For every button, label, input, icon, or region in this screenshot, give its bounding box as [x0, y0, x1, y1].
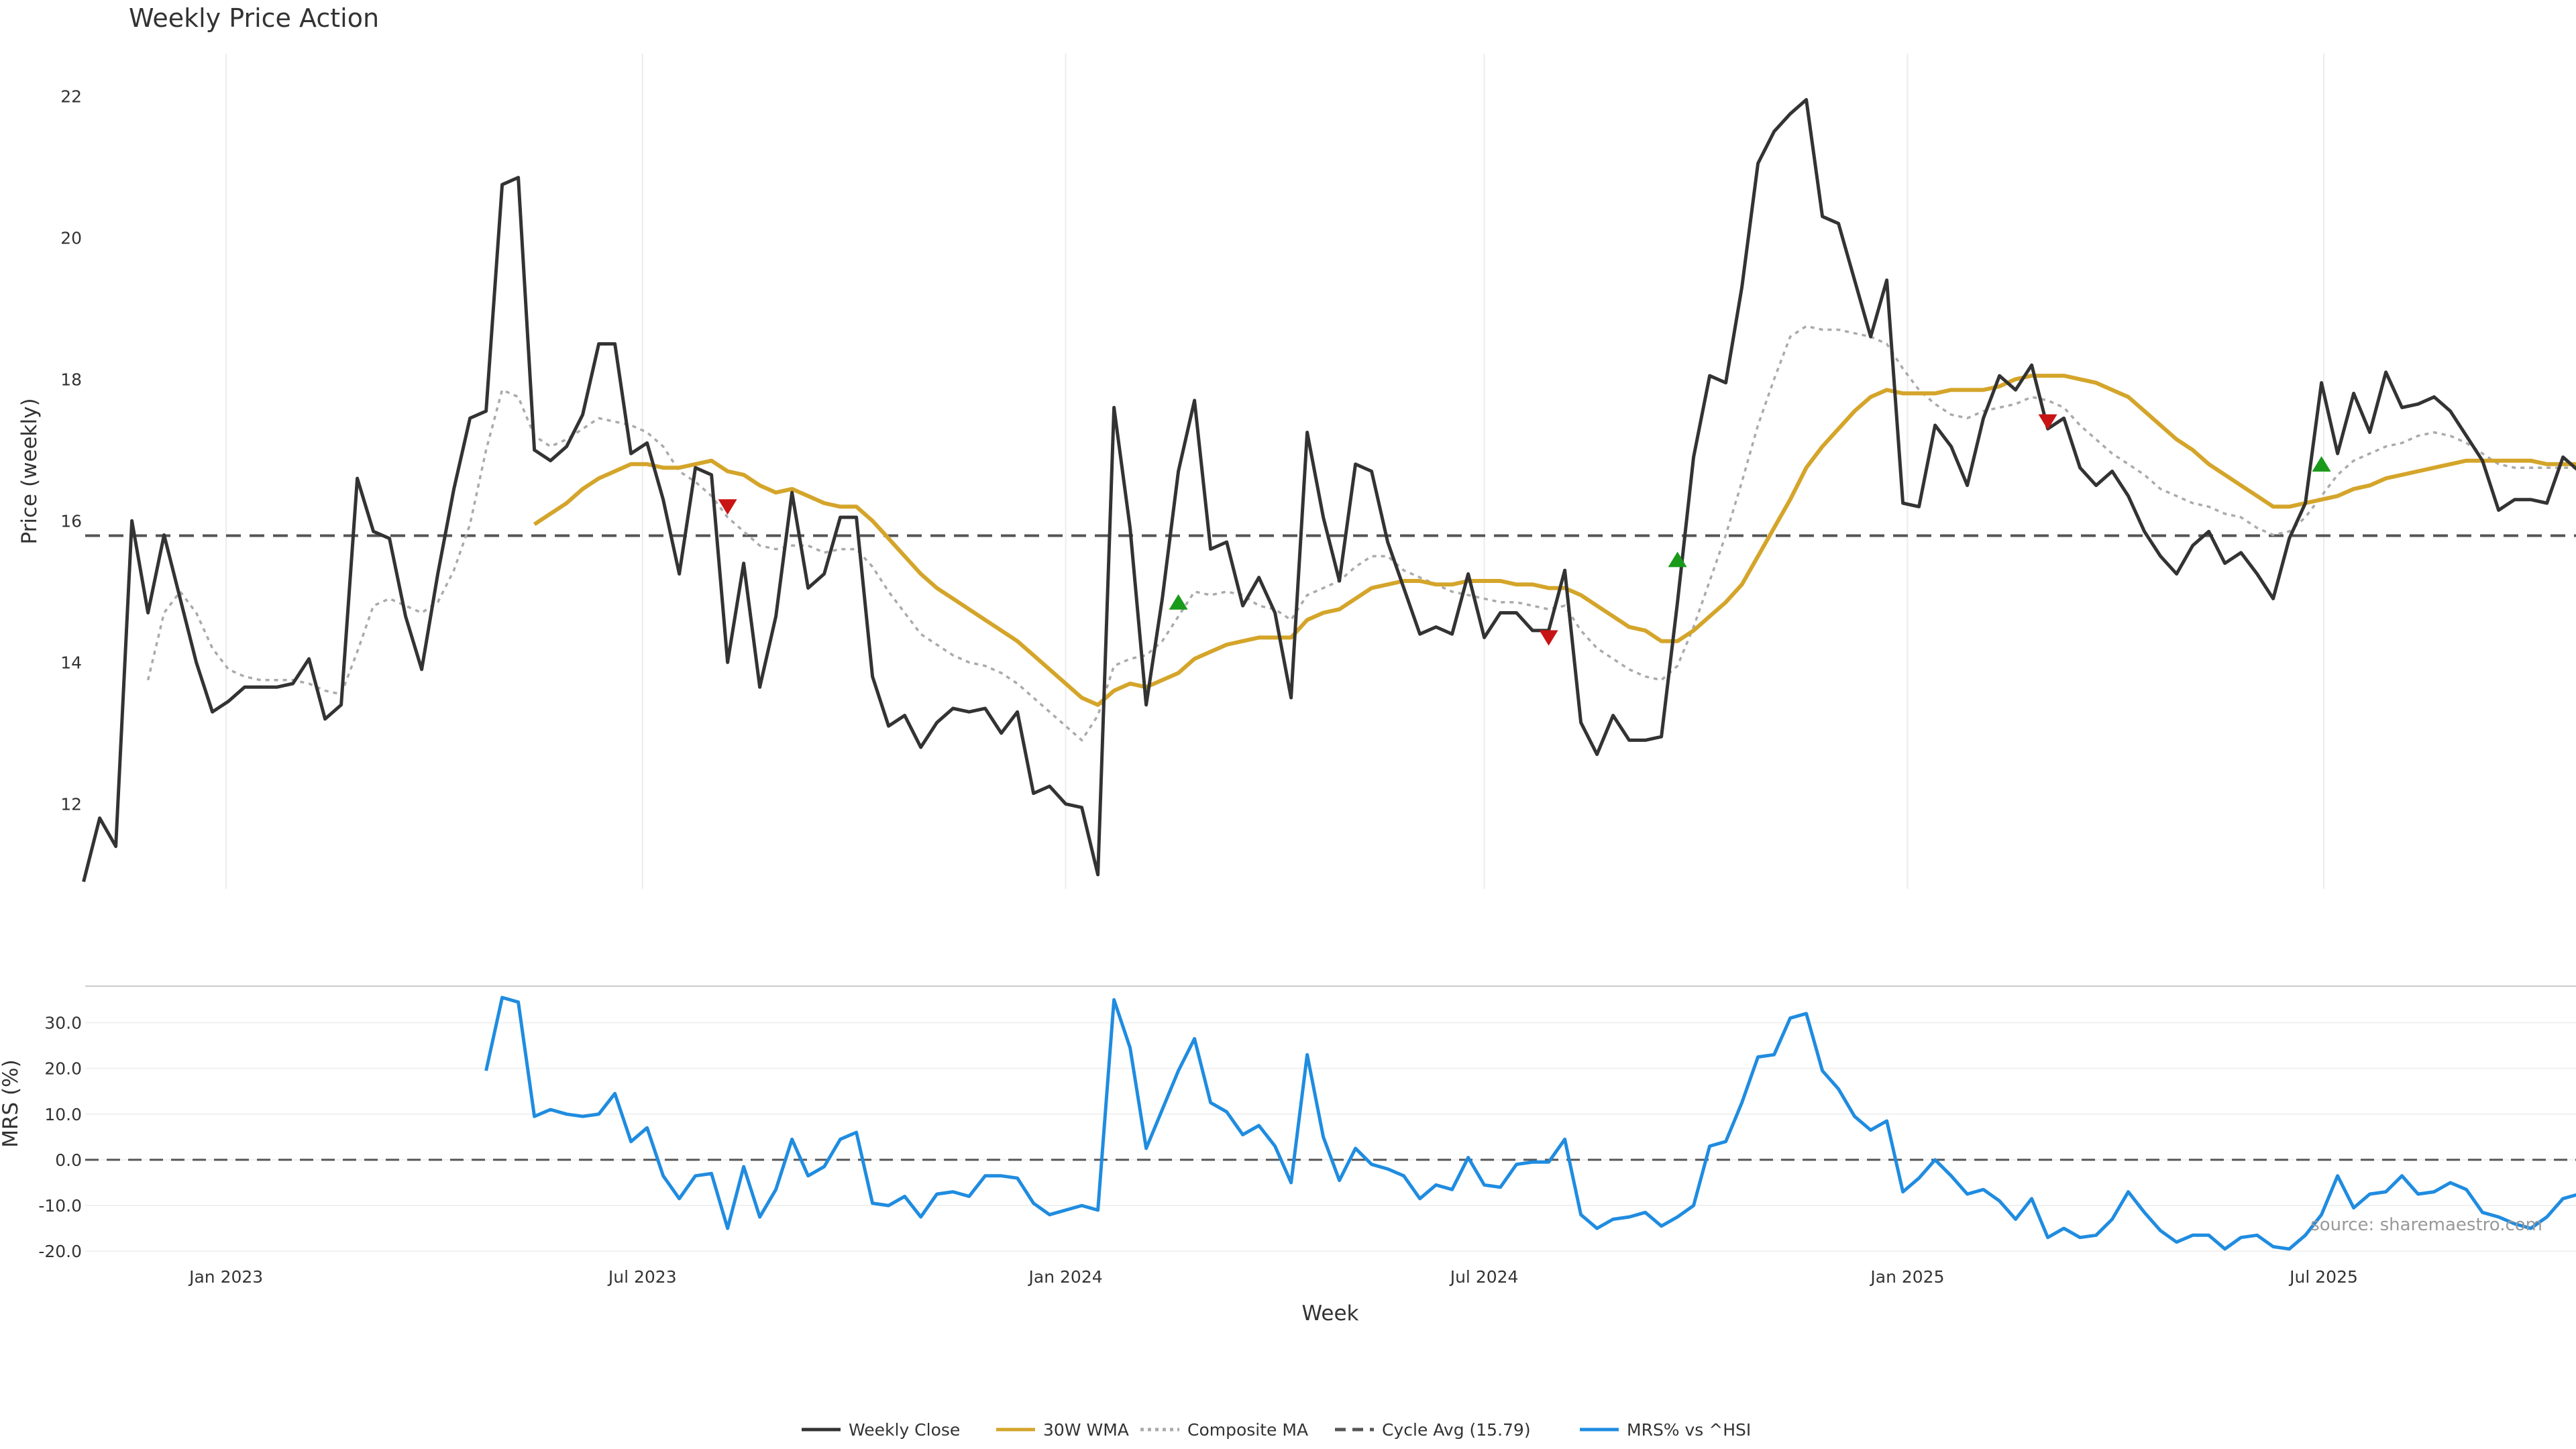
mrs-y-tick-label: -20.0 [38, 1242, 82, 1261]
mrs-y-tick-label: -10.0 [38, 1196, 82, 1216]
price-y-tick-label: 20 [60, 228, 82, 248]
mrs-panel: -20.0 -10.0 0.0 10.0 20.0 30.0 MRS (%) [0, 985, 2576, 1261]
buy-signal-marker [2312, 455, 2331, 472]
price-panel: 12 14 16 18 20 22 Price (weekly) [17, 54, 2576, 889]
legend-label: MRS% vs ^HSI [1627, 1420, 1751, 1440]
legend-item: Weekly Close [802, 1420, 960, 1440]
price-y-tick-label: 14 [60, 653, 82, 672]
legend-item: Composite MA [1140, 1420, 1308, 1440]
price-y-tick-label: 18 [60, 370, 82, 389]
legend-item: Cycle Avg (15.79) [1335, 1420, 1531, 1440]
buy-signal-marker [1169, 594, 1188, 610]
price-y-tick-label: 16 [60, 511, 82, 531]
x-tick-label: Jul 2024 [1449, 1267, 1519, 1287]
mrs-y-tick-label: 0.0 [55, 1150, 82, 1170]
mrs-y-tick-label: 10.0 [44, 1105, 82, 1124]
mrs-y-axis-label: MRS (%) [0, 1059, 23, 1147]
wma-30w-line [533, 374, 2576, 707]
mrs-y-tick-label: 20.0 [44, 1059, 82, 1079]
x-axis-label: Week [1302, 1301, 1359, 1326]
sell-signal-marker [2038, 414, 2057, 430]
legend-label: 30W WMA [1043, 1420, 1129, 1440]
mrs-y-tick-label: 30.0 [44, 1014, 82, 1033]
x-tick-label: Jan 2024 [1028, 1267, 1103, 1287]
legend-label: Cycle Avg (15.79) [1382, 1420, 1531, 1440]
price-y-tick-label: 22 [60, 87, 82, 106]
price-y-tick-label: 12 [60, 794, 82, 814]
legend: Weekly Close 30W WMA Composite MA Cycle Avg… [802, 1420, 1751, 1440]
buy-signal-marker [1668, 551, 1687, 568]
source-text: source: sharemaestro.com [2310, 1215, 2542, 1235]
legend-label: Weekly Close [849, 1420, 960, 1440]
legend-item: 30W WMA [996, 1420, 1129, 1440]
x-tick-label: Jan 2025 [1869, 1267, 1944, 1287]
price-y-axis-label: Price (weekly) [17, 398, 42, 544]
x-axis: Jan 2023 Jul 2023 Jan 2024 Jul 2024 Jan 2025… [188, 1267, 2358, 1287]
x-tick-label: Jul 2023 [607, 1267, 677, 1287]
mrs-line [484, 996, 2576, 1251]
sell-signal-marker [1539, 630, 1558, 646]
legend-item: MRS% vs ^HSI [1580, 1420, 1751, 1440]
x-tick-label: Jan 2023 [188, 1267, 263, 1287]
x-tick-label: Jul 2025 [2288, 1267, 2358, 1287]
sell-signal-marker [718, 499, 737, 515]
legend-label: Composite MA [1187, 1420, 1308, 1440]
weekly-close-line [82, 98, 2576, 883]
chart-title: Weekly Price Action [129, 3, 379, 33]
